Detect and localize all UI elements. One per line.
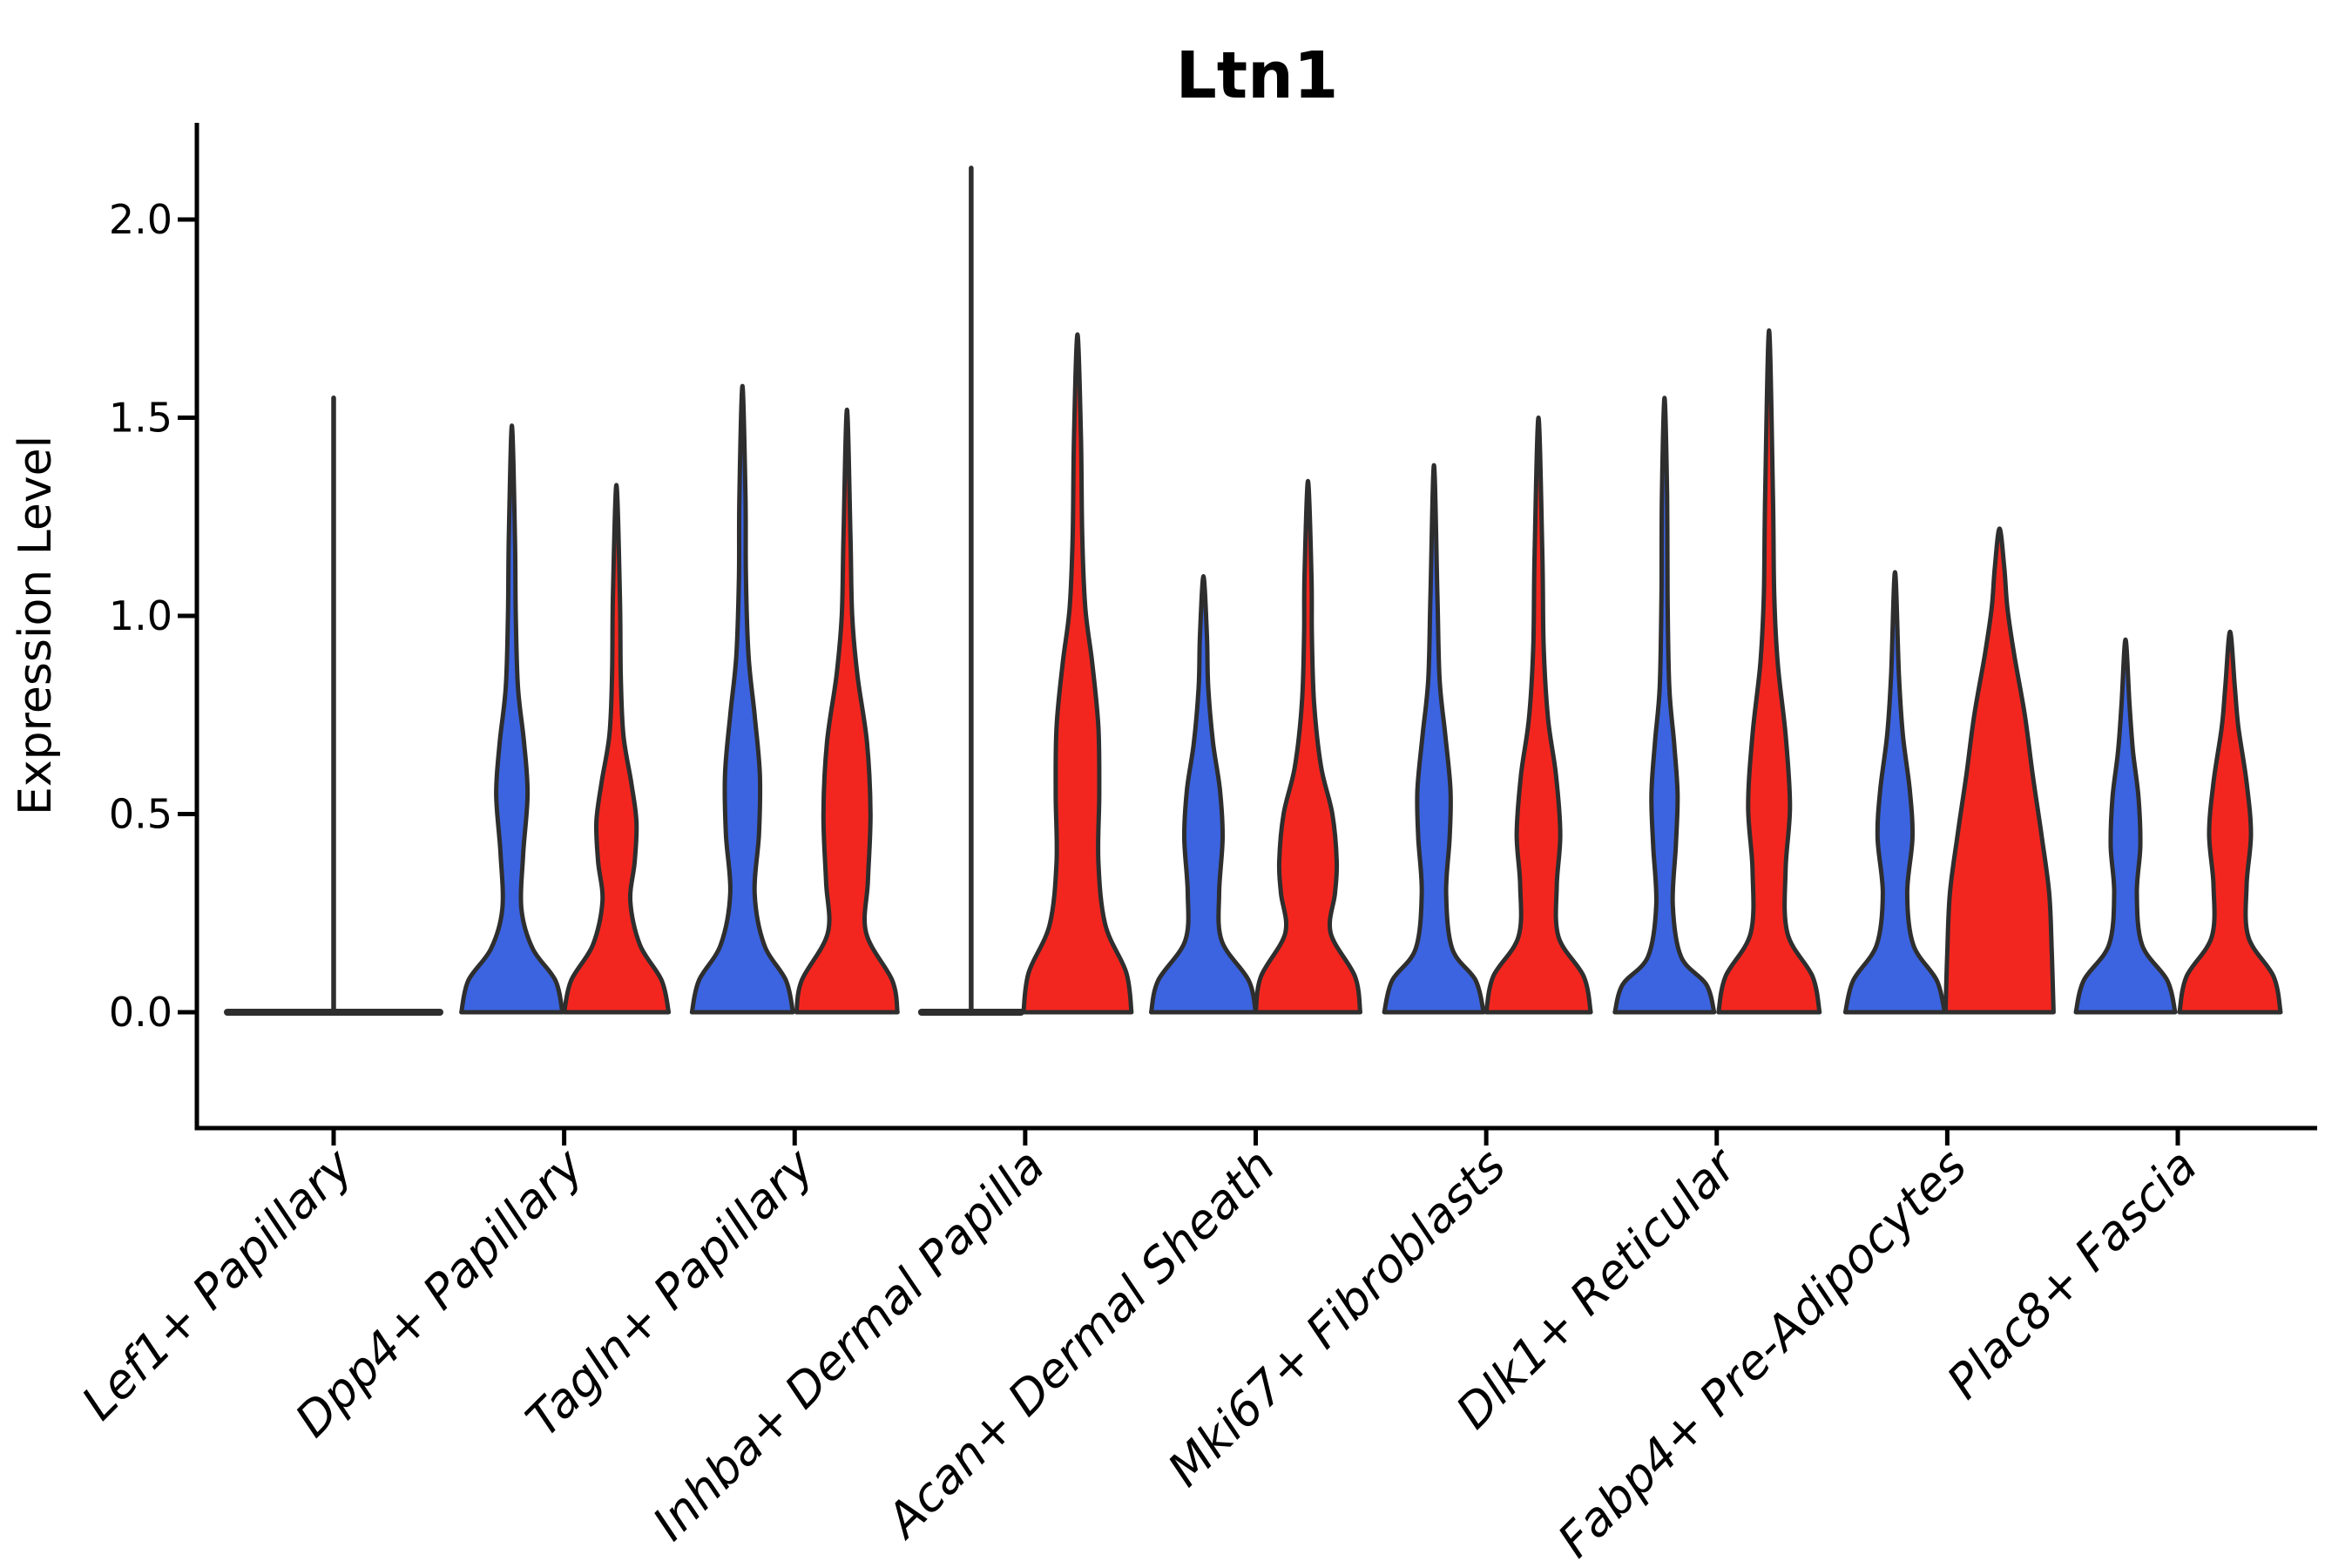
violin-acan-dermal-sheath-red [1254, 478, 1362, 1015]
violin-dlk1-reticular-blue [1612, 395, 1717, 1015]
y-tick-label: 0.0 [109, 989, 172, 1036]
violin-tagln-papillary-red [794, 407, 900, 1015]
violin-acan-dermal-sheath-blue [1149, 574, 1258, 1015]
violins-layer [224, 166, 2283, 1016]
violin-mki67-fibroblasts-red [1484, 416, 1593, 1015]
x-tick-label: Plac8+ Fascia [1936, 1139, 2207, 1409]
y-tick-label: 2.0 [109, 196, 172, 243]
chart-title: Ltn1 [1176, 38, 1339, 113]
x-tick-label: Acan+ Dermal Sheath [875, 1139, 1286, 1550]
y-tick-label: 1.0 [109, 592, 172, 639]
violin-tagln-papillary-blue [689, 383, 795, 1015]
y-tick-label: 1.5 [109, 395, 172, 442]
violin-plac8-fascia-blue [2073, 637, 2178, 1015]
y-tick-label: 0.5 [109, 791, 172, 838]
x-tick-label: Fabp4+ Pre-Adipocytes [1547, 1139, 1977, 1568]
violin-plac8-fascia-red [2177, 629, 2283, 1015]
violin-fabp4-pre-adipocytes-red [1943, 526, 2056, 1015]
violin-inhba-dermal-papilla-red [1021, 332, 1134, 1015]
violin-mki67-fibroblasts-blue [1382, 463, 1486, 1015]
violin-dpp4-papillary-blue [459, 423, 565, 1015]
violin-dpp4-papillary-red [562, 483, 672, 1015]
x-tick-label: Inhba+ Dermal Papilla [642, 1139, 1055, 1551]
violin-fabp4-pre-adipocytes-blue [1842, 570, 1947, 1015]
y-axis-label: Expression Level [10, 436, 62, 815]
violin-dlk1-reticular-red [1716, 328, 1822, 1015]
